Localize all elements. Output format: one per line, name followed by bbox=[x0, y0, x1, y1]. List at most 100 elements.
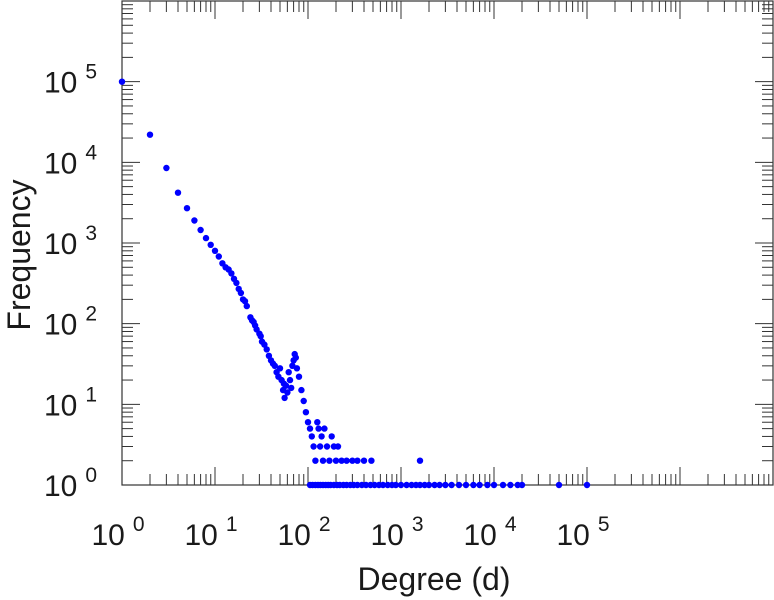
x-axis-ticks bbox=[121, 1, 770, 485]
data-point bbox=[416, 457, 424, 464]
x-tick-labels: 10 0 10 1 10 2 10 3 10 4 10 5 bbox=[91, 513, 609, 552]
data-point bbox=[281, 394, 288, 402]
data-point bbox=[392, 481, 399, 489]
data-point bbox=[146, 131, 154, 138]
data-point bbox=[431, 481, 438, 489]
data-point bbox=[263, 346, 270, 353]
data-point bbox=[354, 457, 361, 464]
data-point bbox=[295, 373, 303, 380]
data-point bbox=[257, 333, 264, 340]
data-point bbox=[288, 384, 295, 392]
data-point bbox=[518, 481, 526, 489]
data-point bbox=[490, 481, 498, 489]
data-point bbox=[306, 425, 314, 432]
data-point bbox=[298, 386, 305, 394]
data-point bbox=[555, 481, 563, 489]
data-point bbox=[323, 443, 331, 450]
data-point bbox=[334, 443, 342, 450]
data-point bbox=[362, 481, 370, 489]
data-point bbox=[436, 481, 443, 489]
y-tick-label: 10 0 bbox=[44, 464, 97, 503]
data-point bbox=[211, 247, 219, 254]
data-point bbox=[271, 362, 278, 369]
data-point bbox=[312, 457, 319, 464]
data-point bbox=[442, 481, 449, 489]
data-point bbox=[507, 481, 514, 489]
y-axis-ticks bbox=[122, 4, 773, 486]
data-point bbox=[233, 279, 240, 287]
data-point bbox=[304, 419, 312, 426]
x-tick-label: 10 3 bbox=[370, 513, 423, 552]
data-point bbox=[207, 241, 214, 248]
data-points bbox=[118, 78, 591, 489]
data-point bbox=[349, 457, 356, 464]
data-point bbox=[228, 270, 235, 277]
data-point bbox=[241, 298, 249, 305]
data-point bbox=[202, 234, 210, 242]
data-point bbox=[354, 481, 361, 489]
data-point bbox=[314, 419, 321, 426]
data-point bbox=[318, 433, 325, 440]
data-point bbox=[237, 289, 245, 297]
data-point bbox=[284, 389, 291, 396]
y-tick-label: 10 3 bbox=[44, 222, 97, 261]
data-point bbox=[286, 376, 294, 384]
data-point bbox=[292, 354, 299, 361]
data-point bbox=[282, 382, 290, 389]
x-tick-label: 10 4 bbox=[463, 513, 516, 552]
plot-frame bbox=[121, 0, 774, 486]
data-point bbox=[338, 457, 345, 464]
data-point bbox=[371, 481, 378, 489]
data-point bbox=[379, 481, 387, 489]
data-point bbox=[261, 341, 268, 348]
data-point bbox=[470, 481, 477, 489]
data-point bbox=[243, 302, 250, 310]
data-point bbox=[499, 481, 507, 489]
y-tick-label: 10 5 bbox=[44, 61, 97, 100]
data-point bbox=[326, 457, 333, 464]
data-point bbox=[215, 253, 222, 260]
data-point bbox=[448, 481, 455, 489]
data-point bbox=[328, 433, 335, 440]
x-tick-label: 10 2 bbox=[277, 513, 330, 552]
x-tick-label: 10 1 bbox=[184, 513, 237, 552]
data-point bbox=[300, 397, 307, 405]
data-point bbox=[484, 481, 491, 489]
data-point bbox=[416, 481, 424, 489]
data-point bbox=[462, 481, 470, 489]
data-point bbox=[583, 481, 591, 489]
y-axis-label: Frequency bbox=[1, 179, 37, 330]
data-point bbox=[276, 365, 284, 372]
data-point bbox=[476, 481, 483, 489]
data-point bbox=[360, 457, 368, 464]
data-point bbox=[315, 425, 322, 432]
data-point bbox=[332, 457, 340, 464]
data-point bbox=[163, 164, 170, 172]
data-point bbox=[408, 481, 415, 489]
y-tick-label: 10 1 bbox=[44, 383, 97, 422]
data-point bbox=[368, 457, 375, 464]
data-point bbox=[343, 457, 350, 464]
x-tick-label: 10 5 bbox=[556, 513, 609, 552]
data-point bbox=[174, 189, 182, 196]
data-point bbox=[293, 365, 301, 372]
data-point bbox=[285, 369, 292, 376]
data-point bbox=[191, 217, 198, 224]
data-point bbox=[321, 425, 328, 432]
data-point bbox=[183, 205, 191, 212]
x-axis-label: Degree (d) bbox=[358, 561, 511, 597]
data-point bbox=[425, 481, 433, 489]
data-point bbox=[316, 443, 324, 450]
data-point bbox=[403, 481, 410, 489]
data-point bbox=[118, 78, 126, 85]
y-tick-label: 10 4 bbox=[44, 141, 97, 180]
data-point bbox=[319, 457, 327, 464]
x-tick-label: 10 0 bbox=[91, 513, 144, 552]
data-point bbox=[197, 226, 204, 234]
data-point bbox=[308, 433, 315, 440]
data-point bbox=[310, 443, 317, 450]
data-point bbox=[397, 481, 405, 489]
data-point bbox=[455, 481, 463, 489]
